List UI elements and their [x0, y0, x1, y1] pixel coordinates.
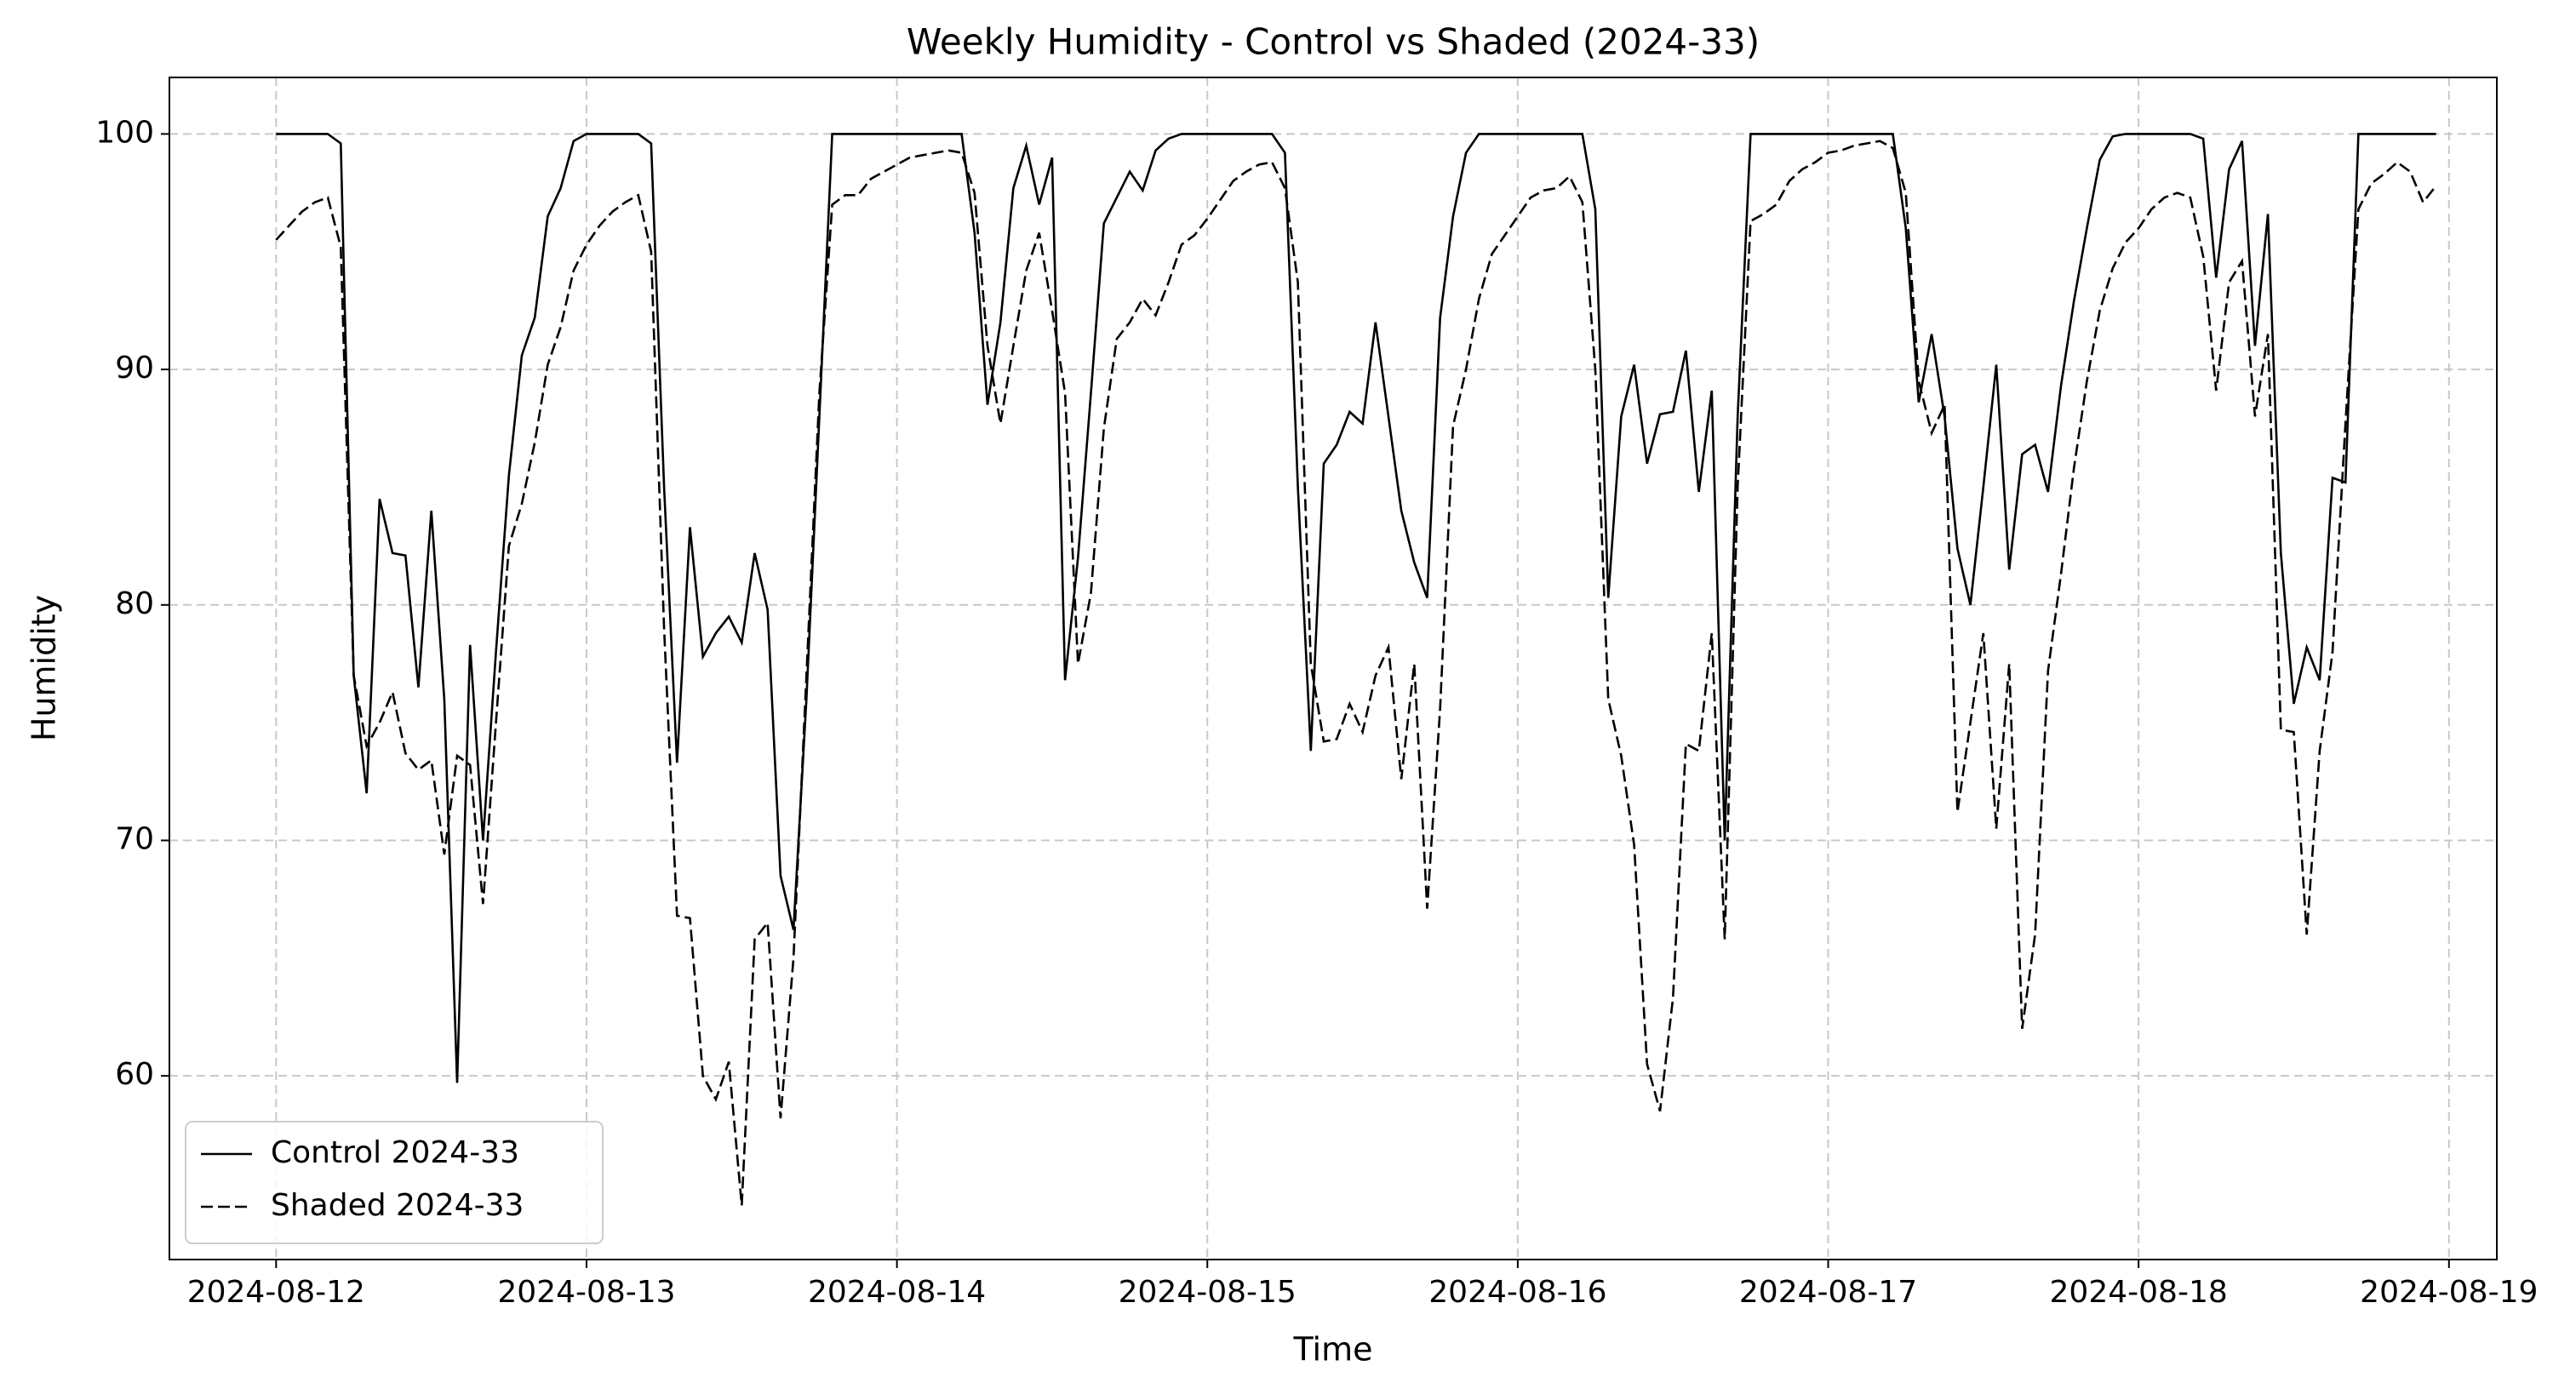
data-line [275, 140, 2437, 1206]
x-tick-label: 2024-08-13 [497, 1275, 675, 1310]
x-tick-label: 2024-08-17 [1739, 1275, 1917, 1310]
y-tick-label: 70 [115, 821, 154, 856]
y-tick-label: 80 [115, 586, 154, 621]
x-tick-label: 2024-08-16 [1428, 1275, 1606, 1310]
legend-box [185, 1121, 604, 1244]
y-tick-label: 100 [95, 115, 154, 150]
chart-title: Weekly Humidity - Control vs Shaded (202… [907, 21, 1760, 63]
data-line [276, 133, 2436, 1083]
plot-frame [169, 77, 2498, 1260]
y-tick-label: 60 [115, 1057, 154, 1092]
x-tick-label: 2024-08-15 [1119, 1275, 1297, 1310]
x-tick-label: 2024-08-14 [808, 1275, 986, 1310]
x-tick-label: 2024-08-18 [2050, 1275, 2228, 1310]
y-axis-label: Humidity [26, 595, 63, 741]
x-axis-label: Time [1293, 1331, 1373, 1368]
y-tick-label: 90 [115, 351, 154, 386]
x-tick-label: 2024-08-12 [187, 1275, 365, 1310]
x-tick-label: 2024-08-19 [2360, 1275, 2538, 1310]
legend-label: Shaded 2024-33 [271, 1188, 524, 1223]
legend-label: Control 2024-33 [271, 1135, 519, 1170]
